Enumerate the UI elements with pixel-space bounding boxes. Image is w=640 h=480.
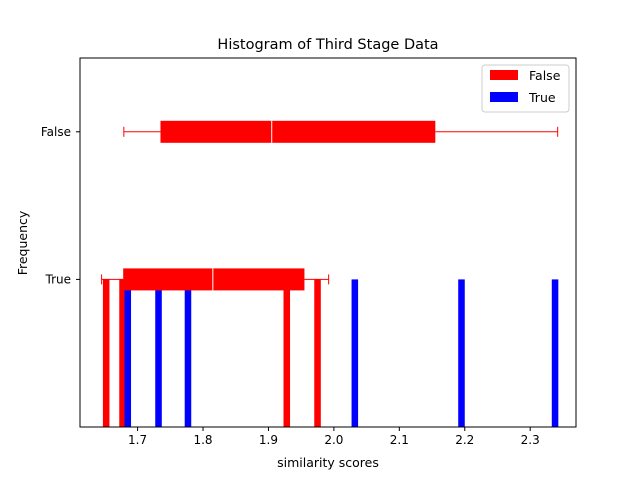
y-tick-label-true: True xyxy=(45,272,72,286)
legend-swatch-false xyxy=(490,70,518,80)
y-tick-label-false: False xyxy=(41,125,71,139)
y-axis: True False xyxy=(41,125,80,286)
bar-false-0 xyxy=(102,279,110,427)
chart-title: Histogram of Third Stage Data xyxy=(217,37,438,53)
x-tick-label: 2.3 xyxy=(521,433,540,447)
x-tick-label: 1.7 xyxy=(128,433,147,447)
bar-false-2 xyxy=(283,279,291,427)
legend: False True xyxy=(481,64,570,113)
bar-true-1 xyxy=(155,279,162,427)
bar-true-5 xyxy=(551,279,559,427)
boxplot-box xyxy=(123,268,305,291)
boxplot-box xyxy=(160,120,436,143)
legend-label-true: True xyxy=(528,90,556,105)
x-tick-label: 2.0 xyxy=(324,433,343,447)
y-axis-label: Frequency xyxy=(15,210,30,275)
x-axis: 1.7 1.8 1.9 2.0 2.1 2.2 2.3 xyxy=(128,427,540,447)
legend-swatch-true xyxy=(490,92,518,102)
plot-marks xyxy=(101,120,559,427)
boxplot-true xyxy=(101,268,330,291)
boxplot-false xyxy=(123,120,559,143)
bar-false-3 xyxy=(314,279,321,427)
x-tick-label: 2.2 xyxy=(455,433,474,447)
x-axis-label: similarity scores xyxy=(277,455,379,470)
bar-true-4 xyxy=(458,279,465,427)
bar-false-1 xyxy=(119,279,126,427)
x-tick-label: 1.8 xyxy=(193,433,212,447)
x-tick-label: 1.9 xyxy=(259,433,278,447)
legend-label-false: False xyxy=(529,68,561,83)
x-tick-label: 2.1 xyxy=(390,433,409,447)
bar-true-2 xyxy=(184,279,192,427)
bar-true-0 xyxy=(124,279,132,427)
plot-area-frame xyxy=(79,57,577,428)
bar-true-3 xyxy=(351,279,359,427)
